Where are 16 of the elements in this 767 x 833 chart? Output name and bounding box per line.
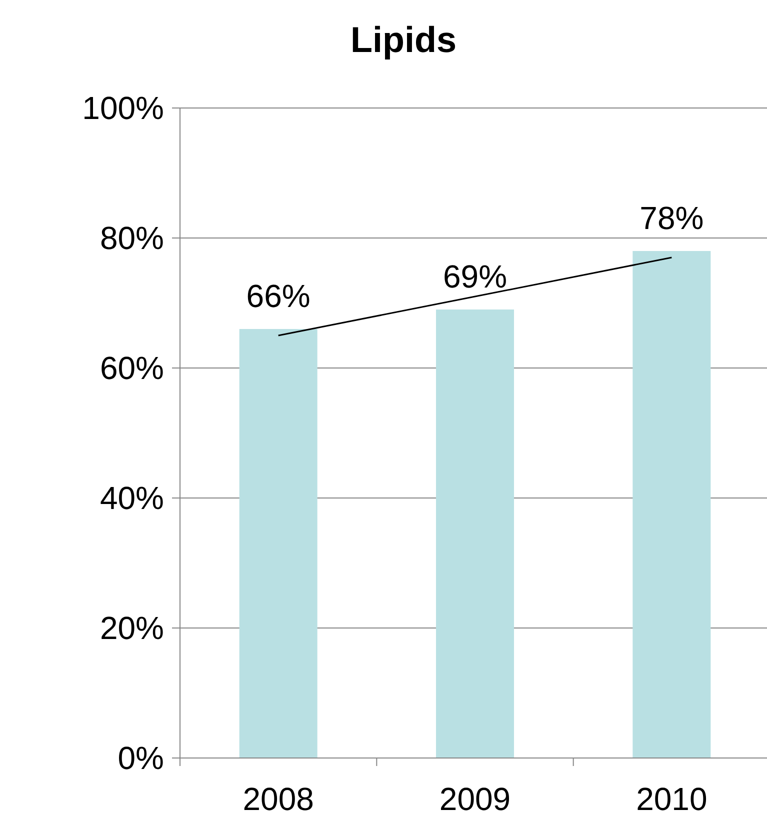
y-tick-label: 20% (100, 610, 164, 646)
x-tick-label: 2009 (439, 781, 511, 817)
y-tick-label: 0% (118, 740, 164, 776)
data-label: 78% (640, 200, 704, 236)
bar (436, 310, 514, 758)
bar (239, 329, 318, 758)
data-label: 66% (246, 278, 310, 314)
y-tick-label: 60% (100, 350, 164, 386)
y-tick-label: 80% (100, 220, 164, 256)
bar (632, 251, 711, 758)
x-tick-label: 2010 (636, 781, 708, 817)
y-tick-label: 100% (82, 90, 164, 126)
data-label: 69% (442, 258, 508, 294)
chart-title: Lipids (350, 19, 456, 60)
x-tick-label: 2008 (242, 781, 314, 817)
y-tick-label: 40% (100, 480, 164, 516)
